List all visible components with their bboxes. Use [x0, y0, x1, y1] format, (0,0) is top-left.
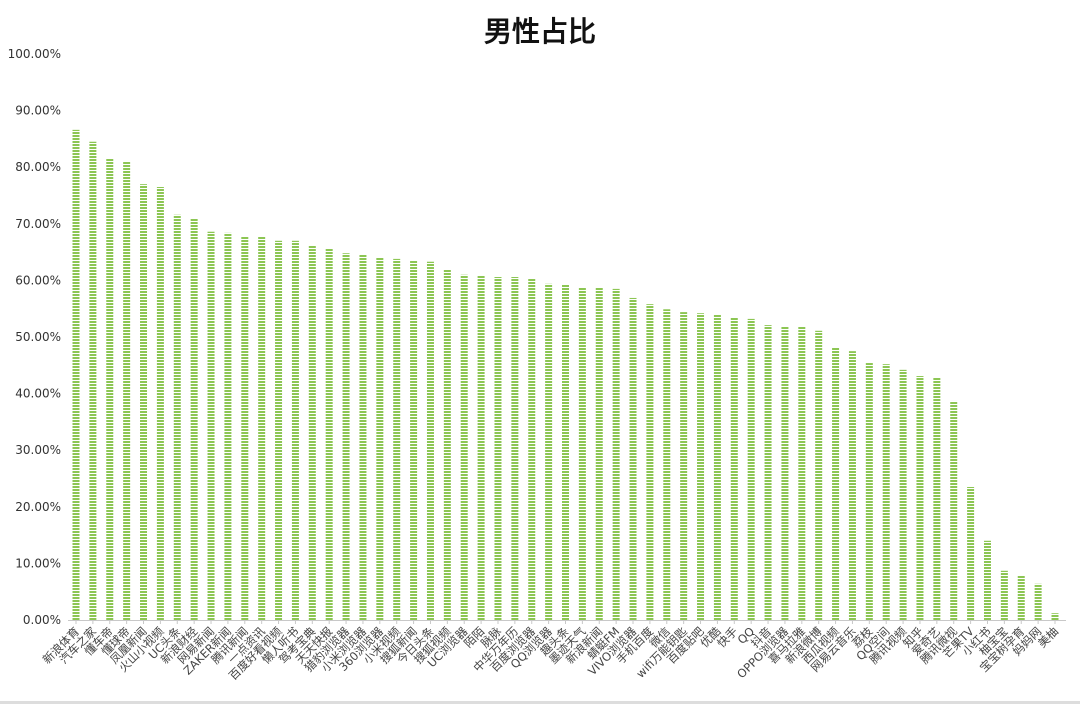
bar	[747, 318, 755, 620]
bar	[393, 258, 401, 620]
y-tick-label: 60.00%	[15, 273, 61, 287]
bar	[207, 231, 215, 620]
bar	[781, 326, 789, 620]
bar	[258, 236, 266, 620]
y-tick-label: 90.00%	[15, 104, 61, 118]
bar	[1051, 613, 1059, 620]
bar	[663, 309, 671, 620]
bar	[899, 369, 907, 620]
bar	[545, 283, 553, 620]
y-tick-label: 10.00%	[15, 556, 61, 570]
y-tick-label: 40.00%	[15, 387, 61, 401]
bar	[123, 160, 131, 620]
bar	[882, 364, 890, 620]
bar	[426, 261, 434, 620]
bar	[1017, 575, 1025, 620]
bar	[950, 400, 958, 620]
y-tick-label: 20.00%	[15, 500, 61, 514]
bar	[140, 184, 148, 620]
bar	[916, 376, 924, 620]
bar	[865, 363, 873, 620]
bars	[72, 129, 1059, 621]
x-tick-label: 美柚	[1035, 624, 1061, 650]
bar	[612, 288, 620, 620]
bar	[528, 278, 536, 620]
bar	[359, 254, 367, 620]
bar	[1034, 583, 1042, 620]
bar	[967, 486, 975, 620]
bar	[443, 269, 451, 620]
bar	[595, 287, 603, 620]
bar	[72, 129, 80, 620]
bar	[511, 277, 519, 620]
bar	[680, 312, 688, 620]
y-tick-label: 80.00%	[15, 160, 61, 174]
bar	[275, 240, 283, 620]
bar	[832, 347, 840, 620]
bottom-border	[0, 701, 1080, 704]
bar	[173, 214, 181, 620]
y-tick-label: 30.00%	[15, 443, 61, 457]
bar	[376, 257, 384, 620]
bar	[224, 232, 232, 620]
bar	[578, 287, 586, 620]
bar	[190, 218, 198, 620]
bar	[410, 260, 418, 620]
y-tick-label: 50.00%	[15, 330, 61, 344]
bar	[983, 540, 991, 620]
bar	[477, 275, 485, 620]
bar	[494, 277, 502, 620]
bar	[798, 326, 806, 620]
chart-title: 男性占比	[483, 15, 596, 48]
bar	[697, 313, 705, 620]
bar	[89, 141, 97, 621]
bar	[764, 325, 772, 620]
bar	[291, 240, 299, 620]
bar	[106, 158, 114, 621]
bar	[815, 330, 823, 620]
bar	[325, 248, 333, 620]
bar	[646, 304, 654, 620]
y-axis: 0.00% 10.00% 20.00% 30.00% 40.00% 50.00% 60.00…	[8, 47, 61, 627]
y-tick-label: 100.00%	[8, 47, 61, 61]
bar	[460, 274, 468, 620]
bar	[308, 245, 316, 620]
bar	[933, 377, 941, 620]
x-axis: 新浪体育汽车之家懂车帝懂球帝凤凰新闻火山小视频UC头条新浪财经网易新闻ZAKER…	[40, 620, 1066, 683]
y-tick-label: 70.00%	[15, 217, 61, 231]
bar	[241, 236, 249, 620]
bar	[730, 317, 738, 620]
bar	[713, 314, 721, 620]
bar	[562, 284, 569, 620]
bar	[156, 187, 164, 620]
bar	[629, 297, 637, 620]
bar	[342, 253, 350, 620]
y-tick-label: 0.00%	[23, 613, 61, 627]
bar	[848, 351, 856, 620]
bar	[1000, 570, 1008, 620]
